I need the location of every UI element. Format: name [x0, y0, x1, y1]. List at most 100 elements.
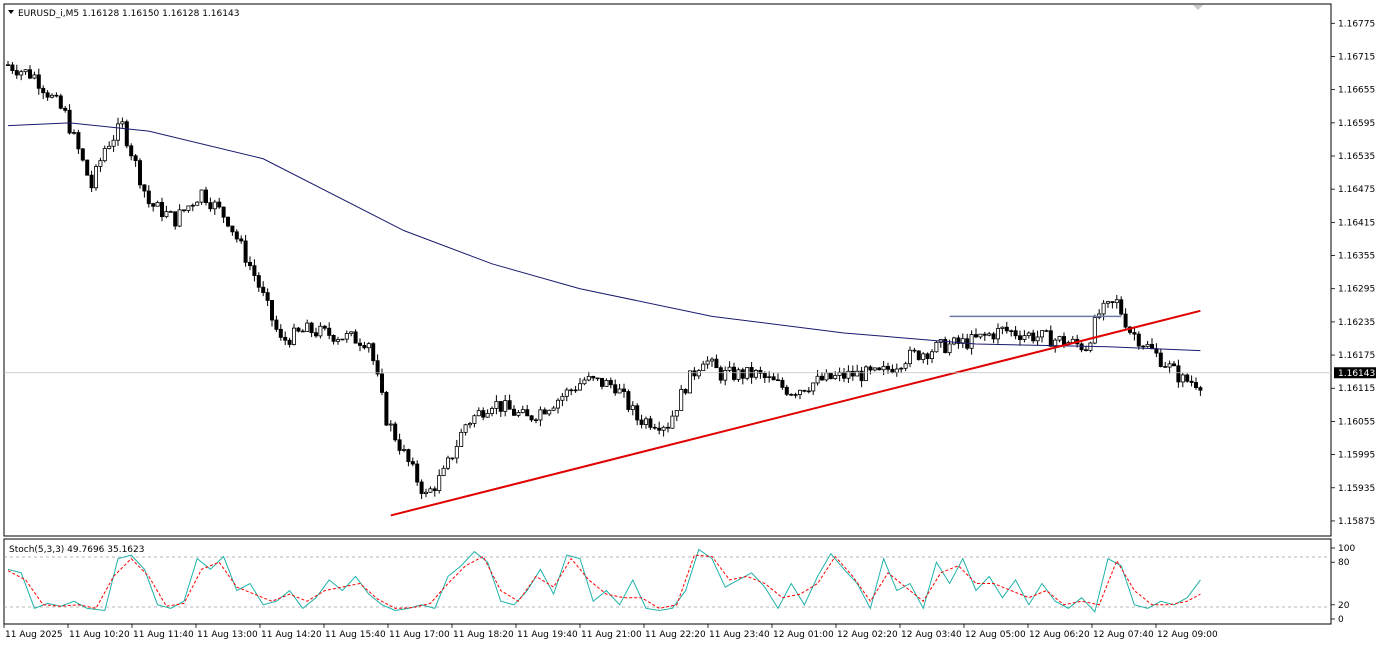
- stoch-tick-label: 80: [1338, 558, 1350, 568]
- candle-body: [58, 95, 63, 109]
- price-axis[interactable]: 1.16775 1.16715 1.16655 1.16595 1.16535 1.164…: [1331, 19, 1375, 527]
- candle-body: [225, 216, 230, 227]
- current-price-tag: 1.16143: [1334, 367, 1376, 379]
- candle-body: [648, 418, 653, 428]
- support-trendline[interactable]: [390, 309, 1201, 517]
- candle-body: [476, 410, 481, 417]
- candle-body: [186, 205, 191, 211]
- candle-body: [1057, 336, 1062, 341]
- candle-body: [120, 121, 125, 125]
- current-price-label: 1.16143: [1338, 369, 1375, 379]
- candle-body: [591, 375, 596, 379]
- candle-body: [560, 395, 565, 401]
- candle-body: [1013, 330, 1018, 337]
- candle-body: [806, 390, 811, 393]
- candle-body: [714, 358, 719, 369]
- candle-body: [789, 393, 794, 396]
- candle-body: [177, 209, 182, 227]
- price-tick-label: 1.15935: [1338, 484, 1375, 494]
- candle-body: [401, 449, 406, 451]
- candle-body: [600, 377, 605, 387]
- time-axis[interactable]: 11 Aug 2025 11 Aug 10:20 11 Aug 11:40 11 Au…: [3, 624, 1218, 640]
- candle-body: [80, 148, 85, 161]
- candle-body: [1136, 333, 1141, 347]
- candle-body: [850, 370, 855, 377]
- dropdown-triangle-icon[interactable]: [8, 10, 14, 14]
- candle-body: [1189, 380, 1194, 383]
- time-tick-label: 12 Aug 07:40: [1093, 630, 1154, 640]
- chart-shift-marker-icon[interactable]: [1193, 5, 1203, 10]
- candle-body: [710, 358, 715, 362]
- candle-body: [1119, 299, 1124, 315]
- candle-body: [520, 409, 525, 413]
- time-tick-label: 12 Aug 09:00: [1157, 630, 1218, 640]
- candle-body: [419, 481, 424, 494]
- candle-body: [802, 389, 807, 392]
- candle-body: [551, 407, 556, 411]
- candle-body: [357, 342, 362, 346]
- candle-body: [793, 394, 798, 396]
- candle-body: [732, 366, 737, 380]
- candle-body: [780, 379, 785, 388]
- candle-body: [428, 488, 433, 493]
- candle-body: [754, 369, 759, 378]
- candle-body: [1145, 343, 1150, 347]
- candle-body: [846, 370, 851, 379]
- candle-body: [916, 350, 921, 360]
- candle-body: [256, 275, 261, 288]
- candle-body: [445, 457, 450, 469]
- candle-body: [987, 333, 992, 336]
- candle-body: [894, 368, 899, 373]
- candle-body: [340, 338, 345, 341]
- candle-body: [199, 189, 204, 203]
- candle-body: [159, 201, 164, 218]
- stochastic-lines-layer: [7, 548, 1201, 613]
- candle-body: [406, 449, 411, 462]
- price-tick-label: 1.16175: [1338, 351, 1375, 361]
- candle-body: [815, 375, 820, 384]
- time-tick-label: 12 Aug 06:20: [1029, 630, 1090, 640]
- stochastic-axis: 100 80 20 0: [1331, 544, 1355, 625]
- drawn-lines-layer[interactable]: [390, 309, 1201, 517]
- candle-body: [855, 370, 860, 377]
- candle-body: [463, 424, 468, 433]
- candle-body: [1123, 313, 1128, 328]
- candle-body: [344, 333, 349, 340]
- candle-body: [578, 383, 583, 391]
- candle-body: [762, 372, 767, 379]
- candle-body: [234, 231, 239, 240]
- candle-body: [639, 419, 644, 425]
- candle-body: [296, 327, 301, 332]
- candle-body: [534, 419, 539, 422]
- candle-body: [1176, 365, 1181, 383]
- candle-body: [239, 238, 244, 242]
- candle-body: [811, 382, 816, 392]
- stoch-tick-label: 0: [1338, 615, 1344, 625]
- candle-body: [842, 371, 847, 379]
- candle-body: [98, 160, 103, 167]
- candle-body: [335, 339, 340, 342]
- candle-body: [116, 123, 121, 141]
- price-tick-label: 1.15875: [1338, 517, 1375, 527]
- price-tick-label: 1.15995: [1338, 451, 1375, 461]
- candle-body: [1154, 348, 1159, 354]
- candle-body: [36, 74, 41, 89]
- candle-body: [1044, 330, 1049, 332]
- candle-body: [1141, 345, 1146, 348]
- candle-body: [454, 446, 459, 459]
- candle-body: [212, 201, 217, 210]
- price-tick-label: 1.16715: [1338, 52, 1375, 62]
- candle-body: [679, 389, 684, 411]
- candle-body: [925, 353, 930, 359]
- price-tick-label: 1.16115: [1338, 384, 1375, 394]
- candle-body: [859, 370, 864, 382]
- time-tick-label: 12 Aug 02:20: [837, 630, 898, 640]
- candle-body: [947, 343, 952, 354]
- candle-body: [573, 389, 578, 392]
- candle-body: [305, 322, 310, 332]
- candle-body: [50, 94, 55, 98]
- candle-body: [1158, 352, 1163, 367]
- candle-body: [569, 389, 574, 392]
